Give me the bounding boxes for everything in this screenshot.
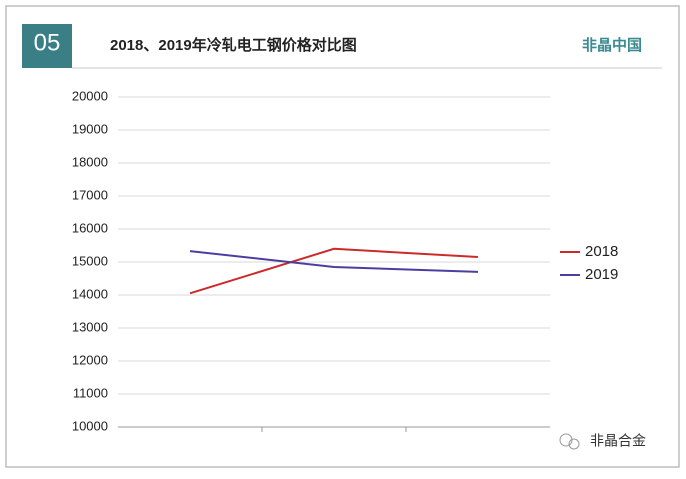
y-tick-label: 13000: [72, 319, 108, 334]
legend-label: 2018: [585, 243, 618, 260]
frame: [5, 5, 680, 468]
watermark-group: 非晶合金: [559, 433, 646, 450]
y-tick-label: 15000: [72, 253, 108, 268]
series-line: [189, 247, 479, 295]
wechat-icon: [568, 438, 580, 450]
y-tick-label: 18000: [72, 154, 108, 169]
badge: 05: [34, 29, 61, 56]
brand: 非晶中国: [582, 36, 642, 54]
y-tick-label: 17000: [72, 187, 108, 202]
wechat-icon: [559, 433, 573, 447]
y-tick-label: 11000: [73, 385, 108, 400]
y-tick-label: 14000: [72, 286, 108, 301]
series-line: [189, 250, 479, 273]
y-tick-label: 10000: [72, 418, 108, 433]
y-tick-label: 20000: [72, 88, 108, 103]
y-tick-label: 12000: [72, 352, 108, 367]
watermark: 非晶合金: [590, 433, 646, 449]
badge-box: [22, 24, 72, 68]
title: 2018、2019年冷轧电工钢价格对比图: [110, 36, 357, 54]
y-tick-label: 16000: [72, 220, 108, 235]
legend-label: 2019: [585, 266, 618, 283]
y-tick-label: 19000: [72, 121, 108, 136]
